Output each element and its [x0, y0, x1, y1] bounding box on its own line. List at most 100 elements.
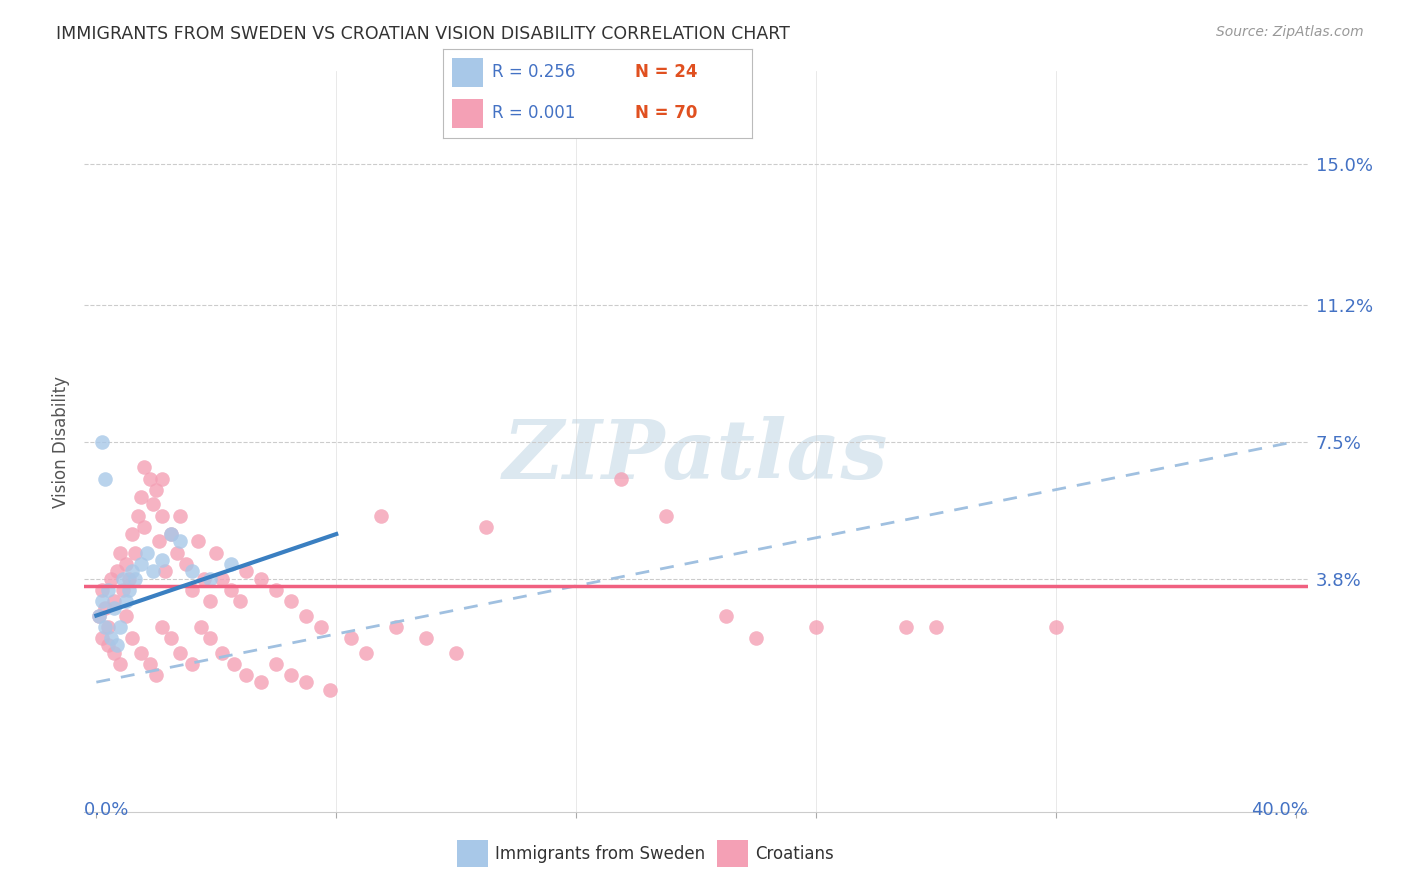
Point [745, 631, 768, 645]
Text: R = 0.256: R = 0.256 [492, 63, 575, 81]
Point [219, 557, 242, 571]
Point [155, 564, 177, 578]
Point [134, 460, 156, 475]
Text: Source: ZipAtlas.com: Source: ZipAtlas.com [1216, 25, 1364, 39]
Point [250, 675, 273, 690]
Point [139, 471, 162, 485]
Point [319, 682, 342, 697]
Point [142, 498, 165, 512]
Point [100, 631, 122, 645]
Point [370, 508, 392, 523]
Point [103, 646, 125, 660]
Point [280, 593, 302, 607]
Point [205, 546, 228, 560]
Point [124, 546, 146, 560]
Point [160, 527, 183, 541]
Point [894, 619, 917, 633]
Point [309, 619, 332, 633]
Point [354, 646, 377, 660]
Point [190, 619, 212, 633]
Point [610, 471, 633, 485]
Text: Croatians: Croatians [755, 845, 834, 863]
Point [91, 582, 114, 597]
Point [91, 631, 114, 645]
Point [131, 490, 153, 504]
Point [89, 608, 111, 623]
Point [385, 619, 408, 633]
Point [100, 572, 122, 586]
Point [115, 608, 138, 623]
Point [169, 508, 191, 523]
Point [444, 646, 467, 660]
Point [160, 631, 183, 645]
Point [264, 582, 287, 597]
Point [103, 601, 125, 615]
Point [181, 564, 204, 578]
Point [264, 657, 287, 671]
Point [103, 593, 125, 607]
Y-axis label: Vision Disability: Vision Disability [52, 376, 70, 508]
Text: 0.0%: 0.0% [84, 801, 129, 819]
Point [150, 553, 173, 567]
Point [91, 434, 114, 449]
Point [169, 534, 191, 549]
Text: N = 24: N = 24 [634, 63, 697, 81]
FancyBboxPatch shape [453, 58, 484, 87]
Point [105, 638, 128, 652]
Point [127, 508, 149, 523]
Point [97, 638, 120, 652]
Text: N = 70: N = 70 [634, 104, 697, 122]
Point [124, 572, 146, 586]
Point [94, 601, 117, 615]
Point [1045, 619, 1067, 633]
Point [145, 483, 167, 497]
Point [131, 557, 153, 571]
Point [142, 564, 165, 578]
Point [200, 572, 222, 586]
Text: 40.0%: 40.0% [1251, 801, 1308, 819]
Point [295, 608, 318, 623]
Point [131, 646, 153, 660]
Point [121, 564, 143, 578]
Point [110, 657, 132, 671]
Point [211, 572, 233, 586]
Point [136, 546, 159, 560]
Point [121, 527, 143, 541]
Text: ZIPatlas: ZIPatlas [503, 417, 889, 496]
Point [145, 667, 167, 681]
Point [340, 631, 363, 645]
Point [94, 471, 117, 485]
Point [160, 527, 183, 541]
Point [139, 657, 162, 671]
Point [112, 572, 135, 586]
Point [150, 508, 173, 523]
Point [211, 646, 233, 660]
Point [295, 675, 318, 690]
Text: Immigrants from Sweden: Immigrants from Sweden [495, 845, 704, 863]
Point [110, 619, 132, 633]
Point [169, 646, 191, 660]
Point [219, 582, 242, 597]
Point [115, 557, 138, 571]
Point [118, 572, 141, 586]
Point [200, 593, 222, 607]
Point [224, 657, 246, 671]
Point [235, 667, 257, 681]
Point [166, 546, 188, 560]
Point [925, 619, 948, 633]
Point [187, 534, 209, 549]
Text: R = 0.001: R = 0.001 [492, 104, 575, 122]
Point [118, 582, 141, 597]
Point [148, 534, 170, 549]
Point [110, 546, 132, 560]
Point [200, 631, 222, 645]
Point [121, 631, 143, 645]
Point [475, 519, 498, 533]
Point [280, 667, 302, 681]
Point [97, 582, 120, 597]
Point [174, 557, 197, 571]
Point [150, 471, 173, 485]
Point [250, 572, 273, 586]
Point [94, 619, 117, 633]
Text: IMMIGRANTS FROM SWEDEN VS CROATIAN VISION DISABILITY CORRELATION CHART: IMMIGRANTS FROM SWEDEN VS CROATIAN VISIO… [56, 25, 790, 43]
